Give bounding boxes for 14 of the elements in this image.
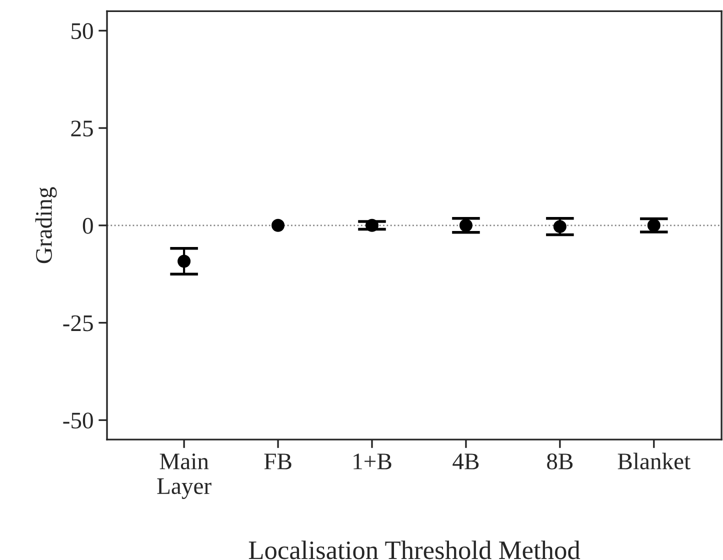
y-tick-label: 0	[82, 218, 93, 234]
x-tick-label: 8B	[547, 453, 573, 470]
x-tick-label: FB	[264, 454, 292, 470]
x-tick-label: 1+B	[354, 454, 392, 470]
x-tick-label: Blanket	[618, 452, 690, 470]
y-tick-label: 50	[72, 23, 93, 40]
y-tick-label: 25	[71, 120, 93, 136]
point	[272, 218, 285, 232]
y-axis-title: Grading	[35, 187, 57, 264]
x-tick-label: 4B	[452, 454, 479, 470]
y-tick-label: -50	[63, 412, 93, 429]
x-tick-label: Main Layer	[157, 454, 212, 499]
y-tick-label: -25	[63, 315, 93, 332]
x-axis-title: Localisation Threshold Method	[248, 540, 580, 560]
